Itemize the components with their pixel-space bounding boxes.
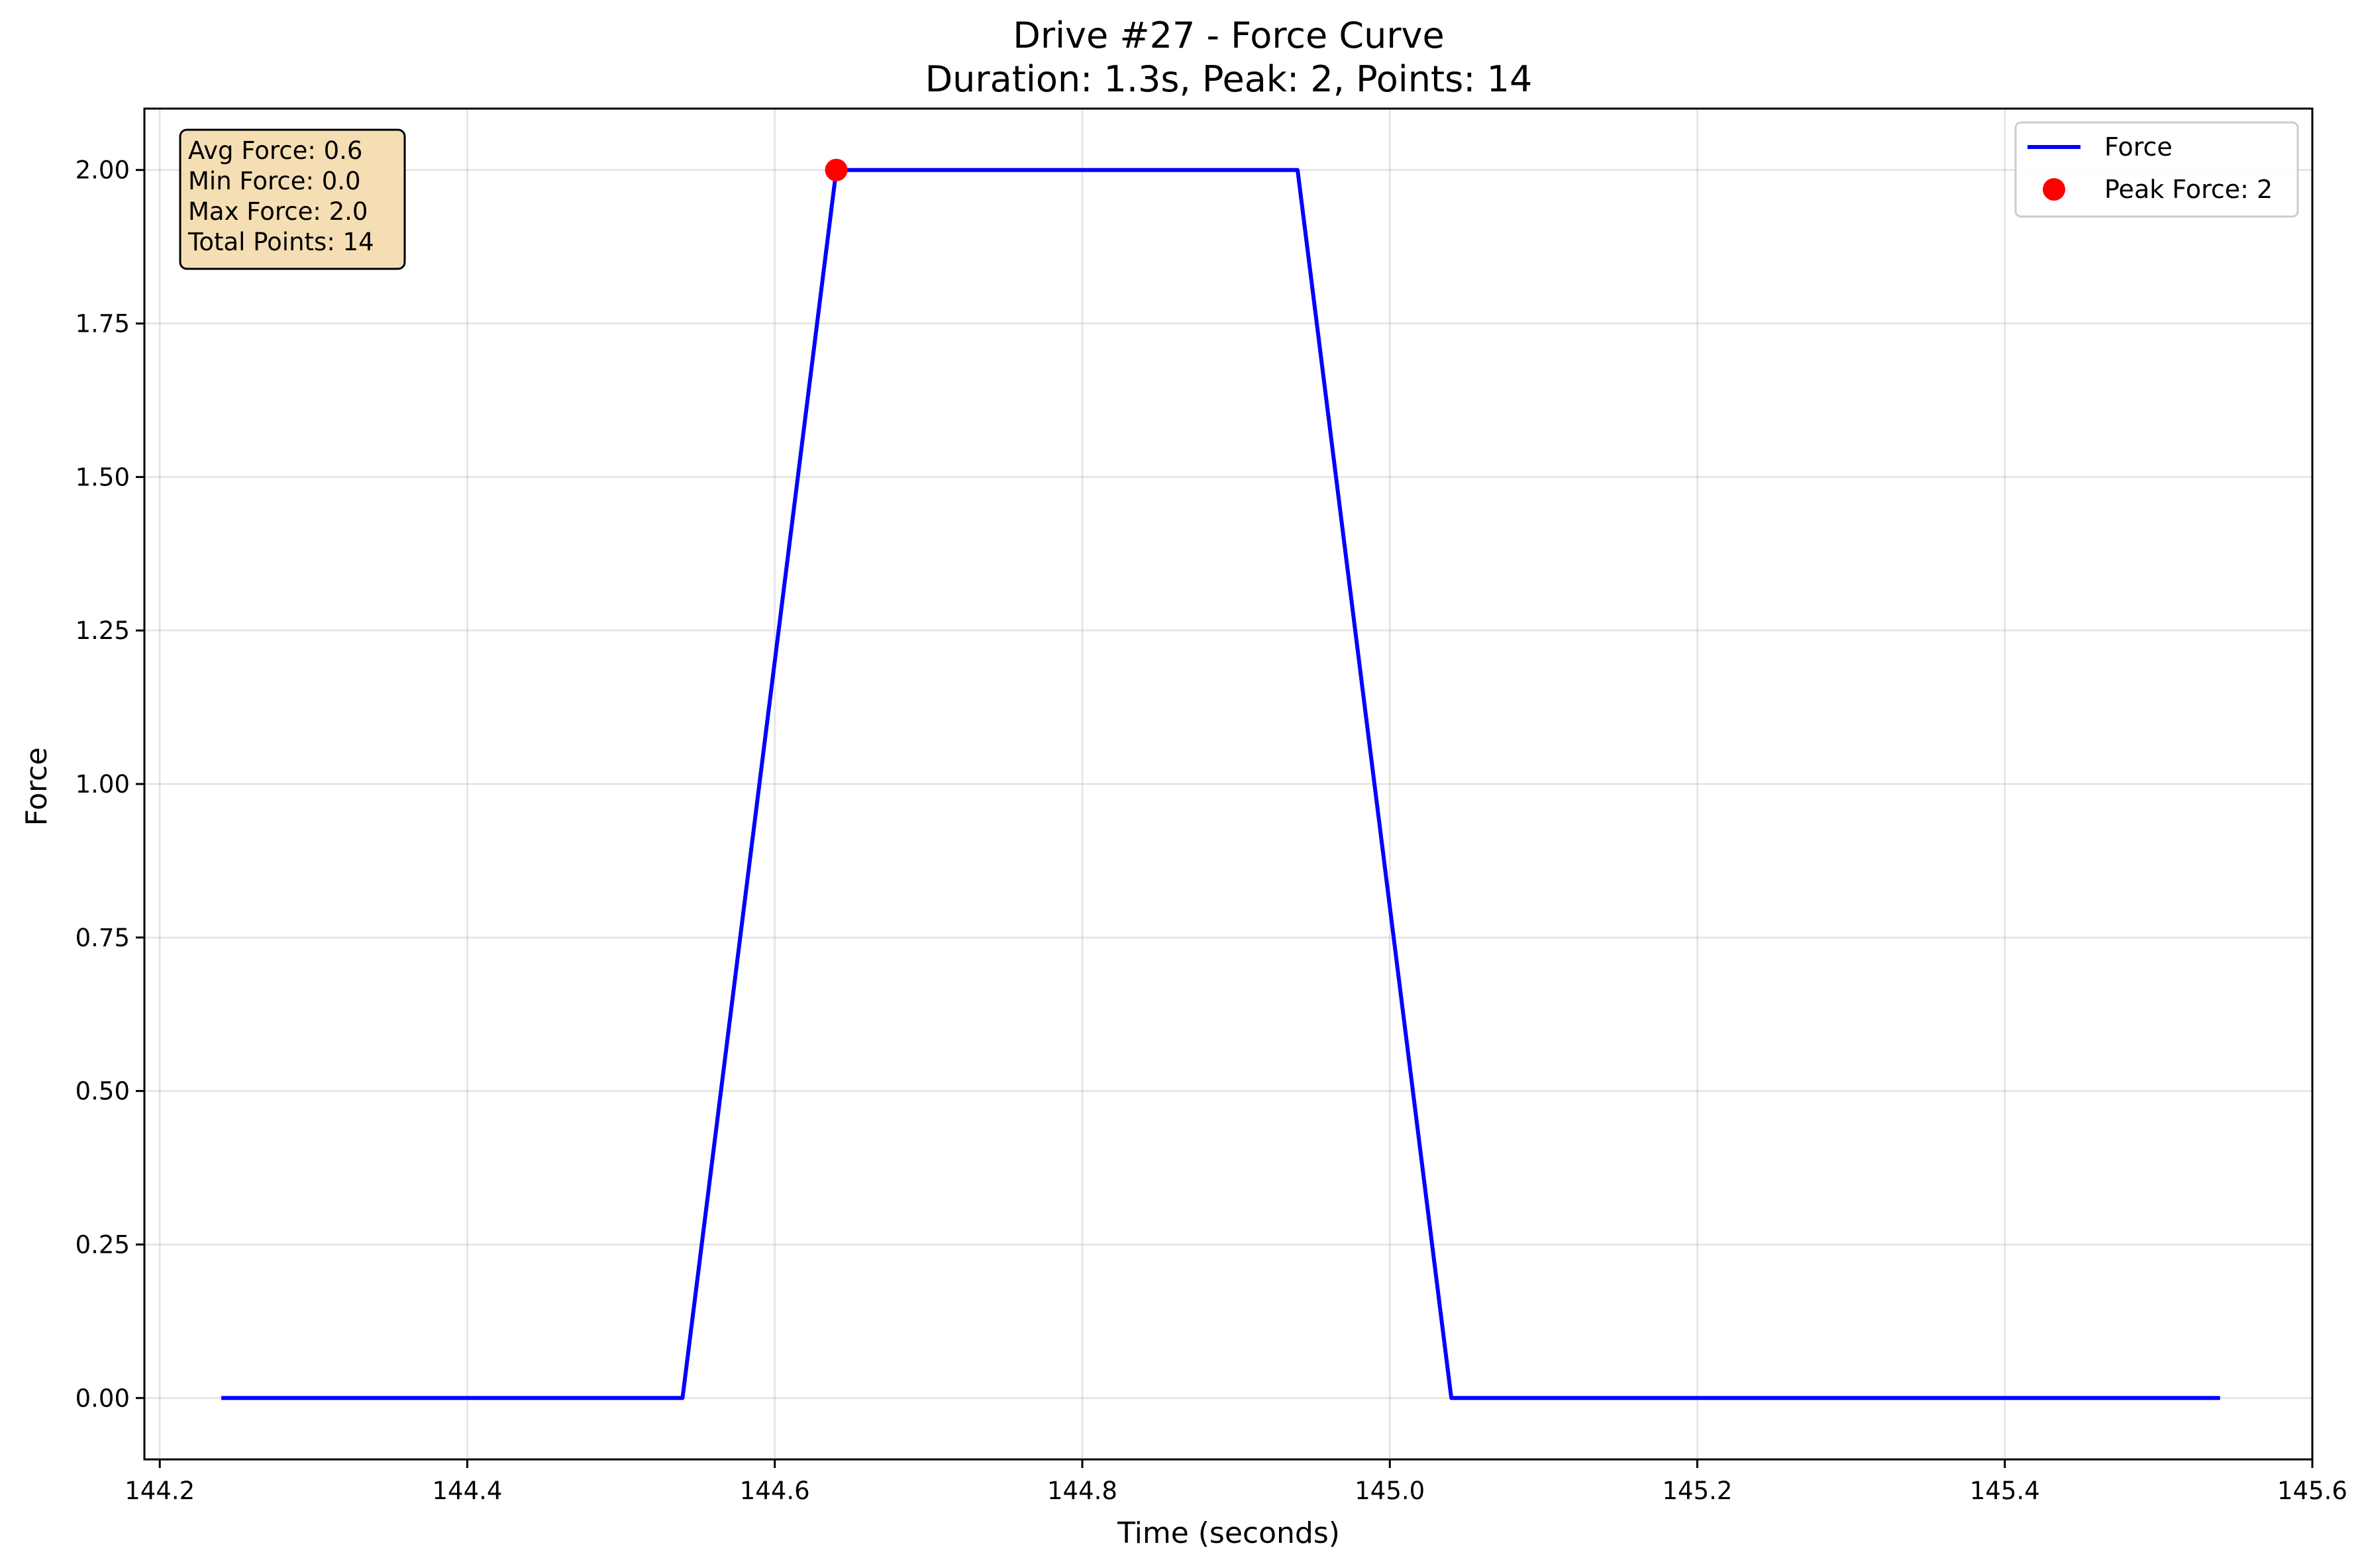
x-tick-label: 145.4 [1970, 1477, 2040, 1505]
x-tick-label: 145.0 [1355, 1477, 1425, 1505]
y-tick-label: 0.50 [76, 1077, 130, 1106]
legend-force-label: Force [2104, 132, 2173, 162]
series-layer [221, 158, 2220, 1400]
stats-max-force: Max Force: 2.0 [188, 197, 368, 226]
stats-box-background [179, 128, 406, 270]
y-tick-label: 0.00 [76, 1384, 130, 1412]
stats-box: Avg Force: 0.6 Min Force: 0.0 Max Force:… [179, 128, 406, 270]
x-tick-label: 145.6 [2277, 1477, 2347, 1505]
stats-avg-force: Avg Force: 0.6 [188, 136, 362, 165]
force-series-line [221, 168, 2220, 1400]
grid-lines [144, 109, 2314, 1459]
y-tick-label: 1.00 [76, 770, 130, 799]
chart-subtitle: Duration: 1.3s, Peak: 2, Points: 14 [925, 58, 1533, 100]
y-axis-title: Force [20, 747, 54, 826]
stats-total-points: Total Points: 14 [187, 228, 374, 256]
peak-force-marker [825, 158, 848, 181]
y-tick-label: 0.75 [76, 924, 130, 952]
y-tick-label: 1.75 [76, 310, 130, 338]
x-axis-title: Time (seconds) [1117, 1516, 1340, 1550]
x-tick-label: 144.8 [1047, 1477, 1117, 1505]
y-tick-label: 0.25 [76, 1230, 130, 1259]
x-tick-label: 145.2 [1663, 1477, 1733, 1505]
y-tick-label: 1.50 [76, 463, 130, 491]
y-tick-label: 2.00 [76, 156, 130, 185]
stats-min-force: Min Force: 0.0 [188, 167, 361, 195]
legend: Force Peak Force: 2 [2014, 121, 2299, 218]
x-tick-label: 144.6 [740, 1477, 810, 1505]
axis-ticks: 144.2 144.4 144.6 144.8 145.0 145.2 145.4 145.6… [76, 156, 2347, 1505]
legend-peak-label: Peak Force: 2 [2104, 175, 2273, 204]
x-tick-label: 144.4 [432, 1477, 502, 1505]
x-tick-label: 144.2 [125, 1477, 195, 1505]
legend-peak-marker-swatch [2043, 178, 2065, 201]
legend-frame [2014, 121, 2299, 218]
chart-title: Drive #27 - Force Curve [1013, 15, 1444, 56]
y-tick-label: 1.25 [76, 616, 130, 645]
